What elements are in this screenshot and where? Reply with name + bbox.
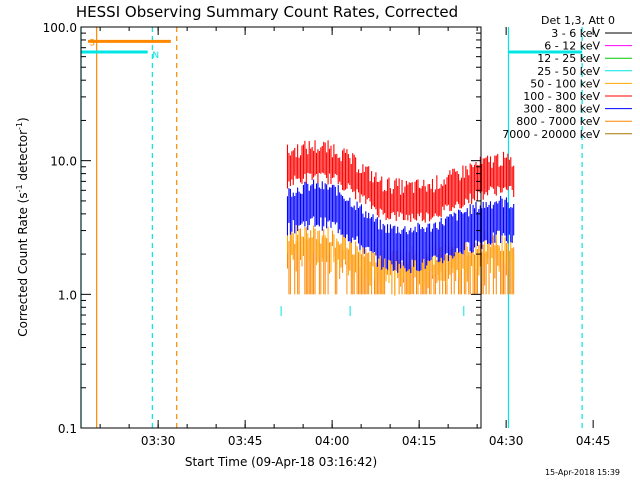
legend-label-1: 6 - 12 keV: [544, 40, 600, 53]
chart-title: HESSI Observing Summary Count Rates, Cor…: [76, 3, 458, 21]
plot-area: SN: [80, 27, 583, 428]
legend-label-7: 800 - 7000 keV: [516, 115, 600, 128]
y-axis-label-main: Corrected Count Rate (s: [16, 192, 30, 336]
y-axis-label-end: ): [16, 117, 30, 122]
legend-label-6: 300 - 800 keV: [523, 103, 600, 116]
x-tick-label-5: 04:45: [576, 434, 611, 448]
x-axis-label: Start Time (09-Apr-18 03:16:42): [185, 455, 377, 469]
legend-label-4: 50 - 100 keV: [530, 77, 600, 90]
x-tick-label-4: 04:30: [489, 434, 524, 448]
x-tick-label-3: 04:15: [402, 434, 437, 448]
plot-frame: [80, 26, 482, 429]
series-red: [286, 140, 515, 223]
x-tick-label-2: 04:00: [315, 434, 350, 448]
legend-title: Det 1,3, Att 0: [541, 14, 615, 27]
axes: 03:30 03:45 04:00 04:15 04:30 04:45 0.1 1.0 10.0…: [43, 21, 611, 448]
series-blue: [286, 179, 515, 274]
y-tick-label-3: 100.0: [43, 21, 77, 35]
y-axis-label-sup2: -1: [15, 122, 24, 130]
y-axis-label: Corrected Count Rate (s-1 detector-1): [15, 117, 30, 336]
flag-label-0: S: [89, 38, 95, 48]
legend-label-3: 25 - 50 keV: [537, 65, 600, 78]
flag-label-1: N: [152, 51, 159, 61]
y-tick-label-0: 0.1: [58, 422, 77, 436]
legend-label-5: 100 - 300 keV: [523, 90, 600, 103]
y-axis-label-sup1: -1: [15, 184, 24, 192]
y-axis-label-mid: detector: [16, 130, 30, 185]
y-tick-label-1: 1.0: [58, 288, 77, 302]
x-tick-label-1: 03:45: [228, 434, 263, 448]
legend-label-8: 7000 - 20000 keV: [502, 128, 600, 141]
x-tick-label-0: 03:30: [141, 434, 176, 448]
legend-label-2: 12 - 25 keV: [537, 52, 600, 65]
legend-label-0: 3 - 6 keV: [551, 27, 600, 40]
timestamp: 15-Apr-2018 15:39: [545, 468, 620, 477]
y-tick-label-2: 10.0: [50, 155, 77, 169]
